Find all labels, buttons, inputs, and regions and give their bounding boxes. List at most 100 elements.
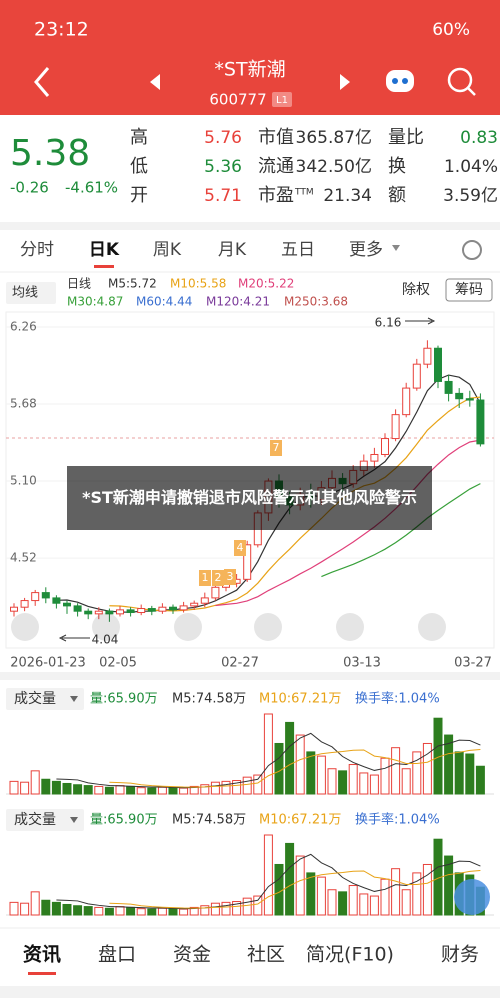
volume-bar: [30, 770, 40, 795]
candle-body: [52, 597, 61, 604]
volume-bar: [444, 734, 454, 795]
volume-bar: [30, 891, 40, 916]
bottom-tab[interactable]: 财务: [441, 944, 479, 966]
tabs: 分时 日K 周K 月K 五日 更多: [20, 240, 400, 268]
change: -0.26: [10, 179, 49, 197]
volume-bar: [51, 780, 61, 795]
tab[interactable]: 周K: [153, 240, 182, 260]
volume-bar: [369, 774, 379, 795]
control[interactable]: [418, 613, 446, 641]
next[interactable]: [340, 74, 350, 90]
volume-bar: [380, 878, 390, 916]
control[interactable]: [174, 613, 202, 641]
event-marker[interactable]: [224, 569, 236, 585]
bottom-tab[interactable]: 资讯: [23, 943, 61, 966]
stat-label: 量比: [388, 127, 424, 148]
bottom-tab[interactable]: 社区: [247, 944, 285, 966]
stat-value: 342.50亿: [296, 157, 372, 177]
stat-label: 换: [388, 156, 406, 177]
bottom-tab[interactable]: 盘口: [98, 944, 136, 966]
tab[interactable]: 五日: [281, 240, 315, 260]
ma-selector-bg[interactable]: [6, 282, 56, 304]
nav-bar: [0, 986, 500, 998]
volume-selector[interactable]: 成交量: [14, 690, 56, 707]
candle-body: [423, 347, 432, 365]
y-tick-label: 4.52: [10, 551, 37, 565]
ma-label: M120:4.21: [206, 295, 270, 309]
tab[interactable]: 日K: [89, 240, 120, 260]
event-marker[interactable]: [270, 440, 282, 456]
volume-bar: [306, 872, 316, 916]
volume-bar: [253, 895, 263, 916]
candle-body: [190, 602, 199, 607]
settings[interactable]: [462, 240, 482, 260]
assistant[interactable]: [454, 879, 490, 915]
change-pct: -4.61%: [65, 179, 118, 197]
volume-bar: [189, 785, 199, 795]
volume-bar: [104, 907, 114, 916]
selector-bg[interactable]: [6, 688, 84, 710]
volume-item: M5:74.58万: [172, 692, 246, 707]
volume-bar: [157, 907, 167, 916]
volume-bar: [147, 908, 157, 916]
selector-bg[interactable]: [6, 809, 84, 831]
control[interactable]: [336, 613, 364, 641]
y-tick-label: 6.26: [10, 320, 37, 334]
event-marker[interactable]: [234, 540, 246, 556]
ma-selector[interactable]: 均线: [12, 286, 38, 301]
volume-bar: [295, 855, 305, 916]
bottom-tab[interactable]: 简况(F10): [306, 944, 394, 966]
volume-bar: [9, 901, 19, 916]
tab[interactable]: 分时: [20, 240, 54, 260]
volume-bar: [210, 902, 220, 916]
volume-bar: [285, 721, 295, 795]
volume-bar: [51, 901, 61, 916]
volume-bar: [401, 768, 411, 795]
volume-bar: [338, 891, 348, 916]
control[interactable]: [11, 613, 39, 641]
button-box[interactable]: [445, 278, 493, 302]
search[interactable]: [447, 67, 473, 93]
stat-label: 开: [130, 185, 148, 206]
event-marker[interactable]: [212, 570, 224, 586]
event-marker[interactable]: [199, 570, 211, 586]
volume-bar: [412, 751, 422, 795]
candle-body: [20, 600, 29, 608]
volume-bar: [232, 901, 242, 916]
ma-label: M60:4.44: [136, 295, 192, 309]
ma-label: M30:4.87: [67, 295, 123, 309]
volume-bar: [147, 787, 157, 795]
bottom-tab[interactable]: 资金: [173, 944, 211, 966]
candle-body: [476, 399, 485, 445]
stock-name: *ST新潮: [214, 59, 285, 81]
volume-bar: [168, 787, 178, 795]
low-arrow: [58, 634, 90, 642]
candle-body: [211, 586, 220, 599]
volume-bar: [401, 889, 411, 916]
tab[interactable]: 月K: [218, 240, 247, 260]
candle-body: [444, 380, 453, 394]
control[interactable]: [92, 613, 120, 641]
button[interactable]: 筹码: [455, 281, 483, 298]
volume-bar: [168, 908, 178, 916]
volume-bar: [126, 906, 136, 916]
volume-bar: [391, 868, 401, 916]
battery: 60%: [432, 20, 470, 40]
volume-bar: [327, 768, 337, 795]
volume-bar: [20, 902, 30, 916]
volume-selector[interactable]: 成交量: [14, 811, 56, 828]
tab[interactable]: 更多: [349, 240, 383, 260]
prev[interactable]: [150, 74, 160, 90]
control[interactable]: [254, 613, 282, 641]
ma-label: M20:5.22: [238, 277, 294, 291]
volume-bar: [316, 755, 326, 795]
line-label: 日线: [67, 277, 91, 291]
volume-bar: [62, 903, 72, 916]
volume-bar: [179, 908, 189, 916]
button[interactable]: 除权: [402, 282, 430, 298]
robot[interactable]: [386, 70, 414, 92]
back[interactable]: [34, 67, 50, 97]
volume-bar: [263, 834, 273, 916]
candle-body: [94, 610, 103, 615]
stat-value: 5.71: [204, 186, 242, 206]
